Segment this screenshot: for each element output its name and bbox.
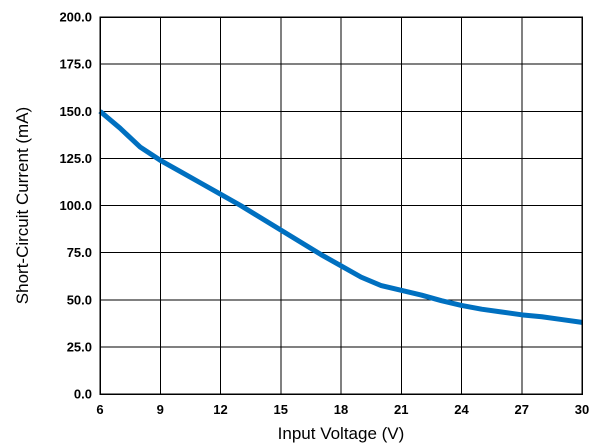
x-tick-label: 9: [157, 402, 164, 417]
x-tick-label: 30: [575, 402, 589, 417]
y-axis-title: Short-Circuit Current (mA): [13, 107, 32, 304]
grid: [99, 16, 583, 395]
y-tick-label: 150.0: [59, 104, 92, 119]
x-tick-label: 12: [213, 402, 227, 417]
x-axis-title: Input Voltage (V): [278, 424, 405, 443]
x-tick-label: 27: [515, 402, 529, 417]
series-line: [98, 109, 583, 325]
x-tick-label: 18: [334, 402, 348, 417]
x-tick-label: 24: [454, 402, 469, 417]
y-tick-label: 200.0: [59, 10, 92, 25]
series-lines: [98, 109, 583, 325]
y-tick-label: 50.0: [67, 292, 92, 307]
y-tick-label: 100.0: [59, 198, 92, 213]
x-tick-label: 21: [394, 402, 408, 417]
y-tick-label: 0.0: [74, 387, 92, 402]
plot-area-frame: [99, 16, 583, 395]
tick-labels: 6 9 12 15 18 21 24 27 30 0.0 25.0 50.0 75.0 100.0 125.…: [59, 10, 589, 418]
y-tick-label: 75.0: [67, 245, 92, 260]
y-tick-label: 125.0: [59, 151, 92, 166]
x-tick-label: 15: [274, 402, 288, 417]
x-tick-label: 6: [96, 402, 103, 417]
y-tick-label: 175.0: [59, 57, 92, 72]
y-tick-label: 25.0: [67, 339, 92, 354]
